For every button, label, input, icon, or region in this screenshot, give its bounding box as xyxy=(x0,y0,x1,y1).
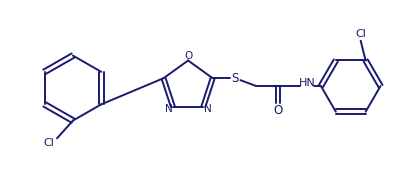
Text: Cl: Cl xyxy=(44,138,54,148)
Text: S: S xyxy=(231,72,238,85)
Text: O: O xyxy=(274,104,283,117)
Text: HN: HN xyxy=(299,78,315,88)
Text: N: N xyxy=(204,104,212,114)
Text: O: O xyxy=(184,51,192,61)
Text: Cl: Cl xyxy=(355,29,366,39)
Text: N: N xyxy=(165,104,173,114)
